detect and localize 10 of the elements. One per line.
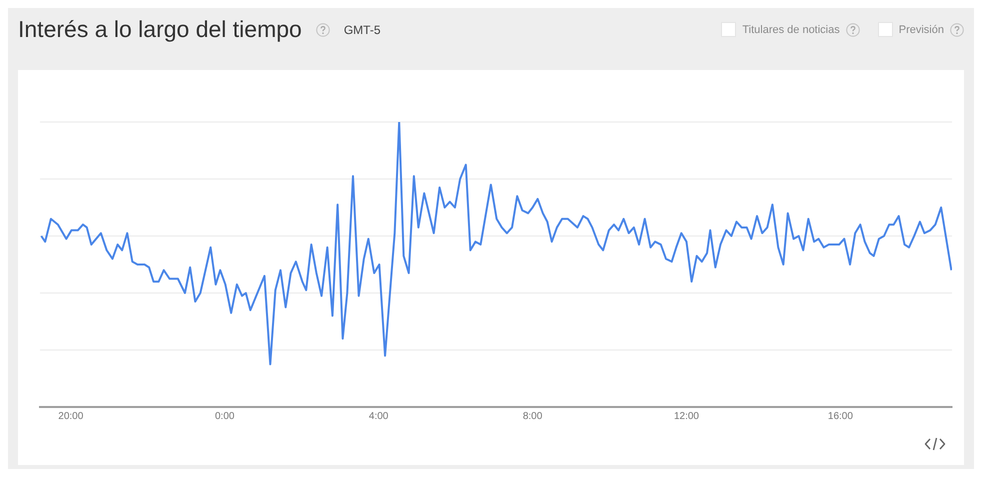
- x-tick-label: 20:00: [58, 410, 84, 422]
- x-tick-label: 12:00: [674, 410, 700, 422]
- x-tick-label: 4:00: [368, 410, 389, 422]
- text: Previsión: [898, 24, 944, 36]
- x-tick-label: 8:00: [522, 410, 543, 422]
- chart-subtitle: GMT-5: [344, 22, 380, 36]
- x-tick-label: 0:00: [214, 410, 235, 422]
- chart-title: Interés a lo largo del tiempo: [18, 16, 302, 43]
- text: Titulares de noticias: [742, 24, 840, 36]
- x-tick-label: 16:00: [828, 410, 854, 422]
